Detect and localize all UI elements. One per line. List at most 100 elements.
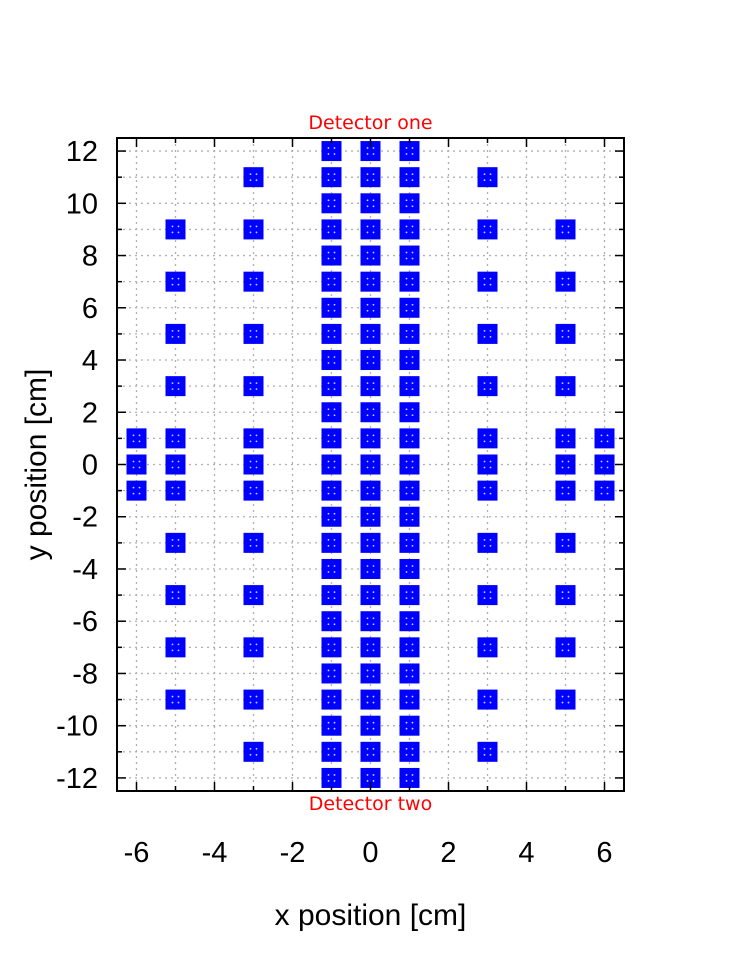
data-point-marker xyxy=(165,271,186,292)
data-point xyxy=(360,611,381,632)
data-point-dot xyxy=(327,727,330,730)
data-point-dot xyxy=(327,408,330,411)
data-point-dot xyxy=(171,695,174,698)
data-point-dot xyxy=(333,309,336,312)
data-point xyxy=(360,506,381,527)
data-point-marker xyxy=(399,767,420,788)
data-point-dot xyxy=(405,147,408,149)
data-point-marker xyxy=(243,376,264,397)
data-point-dot xyxy=(411,440,414,443)
data-point-dot xyxy=(372,414,375,417)
data-point-dot xyxy=(132,486,135,489)
data-point-dot xyxy=(489,649,492,652)
data-point-dot xyxy=(606,466,609,469)
data-point-dot xyxy=(333,565,336,567)
data-point-dot xyxy=(366,356,369,358)
data-point-dot xyxy=(489,747,492,750)
data-point-dot xyxy=(366,591,369,593)
data-point-dot xyxy=(249,277,252,280)
data-point-dot xyxy=(561,486,564,489)
data-point-dot xyxy=(327,362,330,364)
data-point xyxy=(321,611,342,632)
y-tick-label: -12 xyxy=(56,763,98,795)
data-point-marker xyxy=(360,454,381,475)
data-point-dot xyxy=(411,518,414,521)
data-point-dot xyxy=(561,492,564,495)
data-point-dot xyxy=(333,617,336,620)
x-tick-label: -2 xyxy=(280,837,306,869)
data-point-dot xyxy=(405,512,408,515)
data-point-dot xyxy=(567,695,570,698)
data-point xyxy=(243,376,264,397)
data-point-dot xyxy=(138,486,141,489)
data-point xyxy=(243,637,264,658)
data-point-dot xyxy=(255,283,258,286)
data-point xyxy=(399,323,420,344)
data-point-dot xyxy=(483,330,486,332)
data-point-dot xyxy=(411,257,414,260)
data-point-dot xyxy=(405,440,408,443)
data-point-marker xyxy=(321,454,342,475)
data-point-dot xyxy=(411,623,414,626)
data-point-dot xyxy=(405,695,408,698)
data-point-dot xyxy=(249,649,252,652)
data-point-dot xyxy=(366,414,369,417)
data-point-marker xyxy=(243,219,264,240)
x-tick-labels: -6 -4 -2 0 2 4 6 xyxy=(124,837,613,869)
data-point xyxy=(243,585,264,606)
data-point-dot xyxy=(411,205,414,208)
data-point-dot xyxy=(366,309,369,312)
data-point xyxy=(477,532,498,553)
data-point-marker xyxy=(360,141,381,162)
data-point xyxy=(399,428,420,449)
data-point-dot xyxy=(489,492,492,495)
data-point-marker xyxy=(399,558,420,579)
data-point-dot xyxy=(249,753,252,756)
data-point-dot xyxy=(567,460,570,463)
data-point xyxy=(321,245,342,266)
data-point-marker xyxy=(243,323,264,344)
data-point-dot xyxy=(405,460,408,463)
data-point-dot xyxy=(561,225,564,228)
data-point-dot xyxy=(177,492,180,495)
data-point-marker xyxy=(243,532,264,553)
data-point-marker xyxy=(477,480,498,501)
data-point-marker xyxy=(477,689,498,710)
data-point-dot xyxy=(327,617,330,620)
data-point-marker xyxy=(165,480,186,501)
data-point-dot xyxy=(372,356,375,358)
data-point-dot xyxy=(372,362,375,364)
data-point-marker xyxy=(165,454,186,475)
data-point-dot xyxy=(561,277,564,280)
data-point xyxy=(399,585,420,606)
data-point-dot xyxy=(567,466,570,469)
data-point xyxy=(321,663,342,684)
data-point-dot xyxy=(489,225,492,228)
data-point-dot xyxy=(372,309,375,312)
data-point-marker xyxy=(243,167,264,188)
data-point-marker xyxy=(555,271,576,292)
data-point xyxy=(594,428,615,449)
data-point-dot xyxy=(411,774,414,776)
data-point xyxy=(321,141,342,162)
data-point-marker xyxy=(165,637,186,658)
data-point-dot xyxy=(489,544,492,547)
data-point-dot xyxy=(333,414,336,417)
data-point-dot xyxy=(171,277,174,280)
data-point-dot xyxy=(567,388,570,391)
data-point xyxy=(399,532,420,553)
data-point-dot xyxy=(366,199,369,202)
data-point-dot xyxy=(372,544,375,547)
data-point-dot xyxy=(171,440,174,443)
data-point-dot xyxy=(327,538,330,541)
data-point-dot xyxy=(606,486,609,489)
data-point-dot xyxy=(483,544,486,547)
data-point-dot xyxy=(327,565,330,567)
data-point-dot xyxy=(483,747,486,750)
data-point-dot xyxy=(138,440,141,443)
data-point-dot xyxy=(411,460,414,463)
data-point-dot xyxy=(372,747,375,750)
data-point-dot xyxy=(372,173,375,176)
data-point-dot xyxy=(372,701,375,704)
data-point-marker xyxy=(165,585,186,606)
